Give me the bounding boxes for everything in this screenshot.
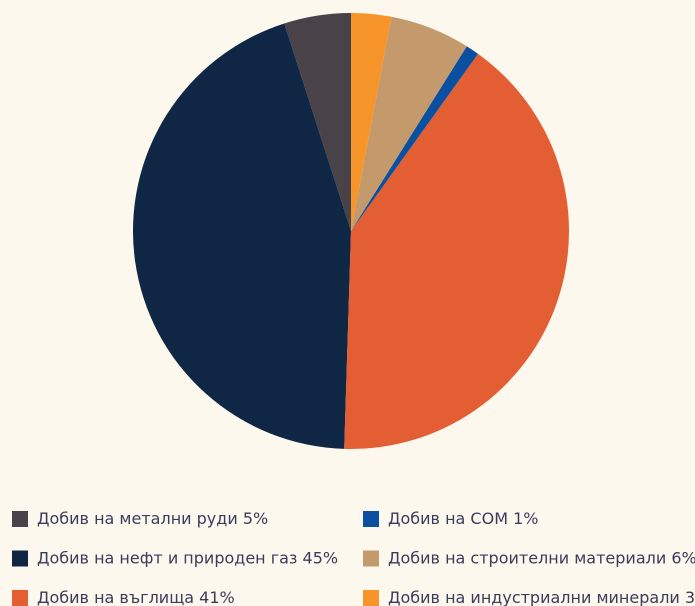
legend-name: Добив на СОМ — [388, 509, 508, 528]
pie-slice — [351, 16, 467, 231]
legend-value: 45% — [303, 548, 339, 567]
pie-slice — [133, 23, 351, 449]
legend-swatch — [12, 550, 28, 567]
legend-label: Добив на нефт и природен газ 45% — [37, 548, 338, 567]
legend-value: 41% — [199, 588, 235, 606]
legend-value: 1% — [513, 509, 538, 528]
legend-name: Добив на метални руди — [37, 509, 238, 528]
legend-name: Добив на индустриални минерали — [388, 588, 680, 606]
legend-name: Добив на строителни материали — [388, 548, 666, 567]
legend-label: Добив на СОМ 1% — [388, 509, 538, 528]
pie-slice — [344, 53, 569, 449]
pie-slice — [284, 13, 351, 231]
legend-value: 3% — [685, 588, 695, 606]
legend-name: Добив на въглища — [37, 588, 194, 606]
legend-label: Добив на метални руди 5% — [37, 509, 268, 528]
legend-swatch — [12, 511, 28, 527]
pie-slice — [351, 46, 479, 231]
legend-swatch — [363, 550, 379, 567]
legend-swatch — [363, 511, 379, 527]
legend-name: Добив на нефт и природен газ — [37, 548, 297, 567]
legend-label: Добив на строителни материали 6% — [388, 548, 695, 567]
pie-slice — [351, 13, 392, 231]
legend-swatch — [12, 590, 28, 606]
legend-swatch — [363, 590, 379, 606]
legend-value: 6% — [671, 548, 695, 567]
legend-label: Добив на индустриални минерали 3% — [388, 588, 695, 606]
legend-value: 5% — [243, 509, 268, 528]
legend-label: Добив на въглища 41% — [37, 588, 235, 606]
